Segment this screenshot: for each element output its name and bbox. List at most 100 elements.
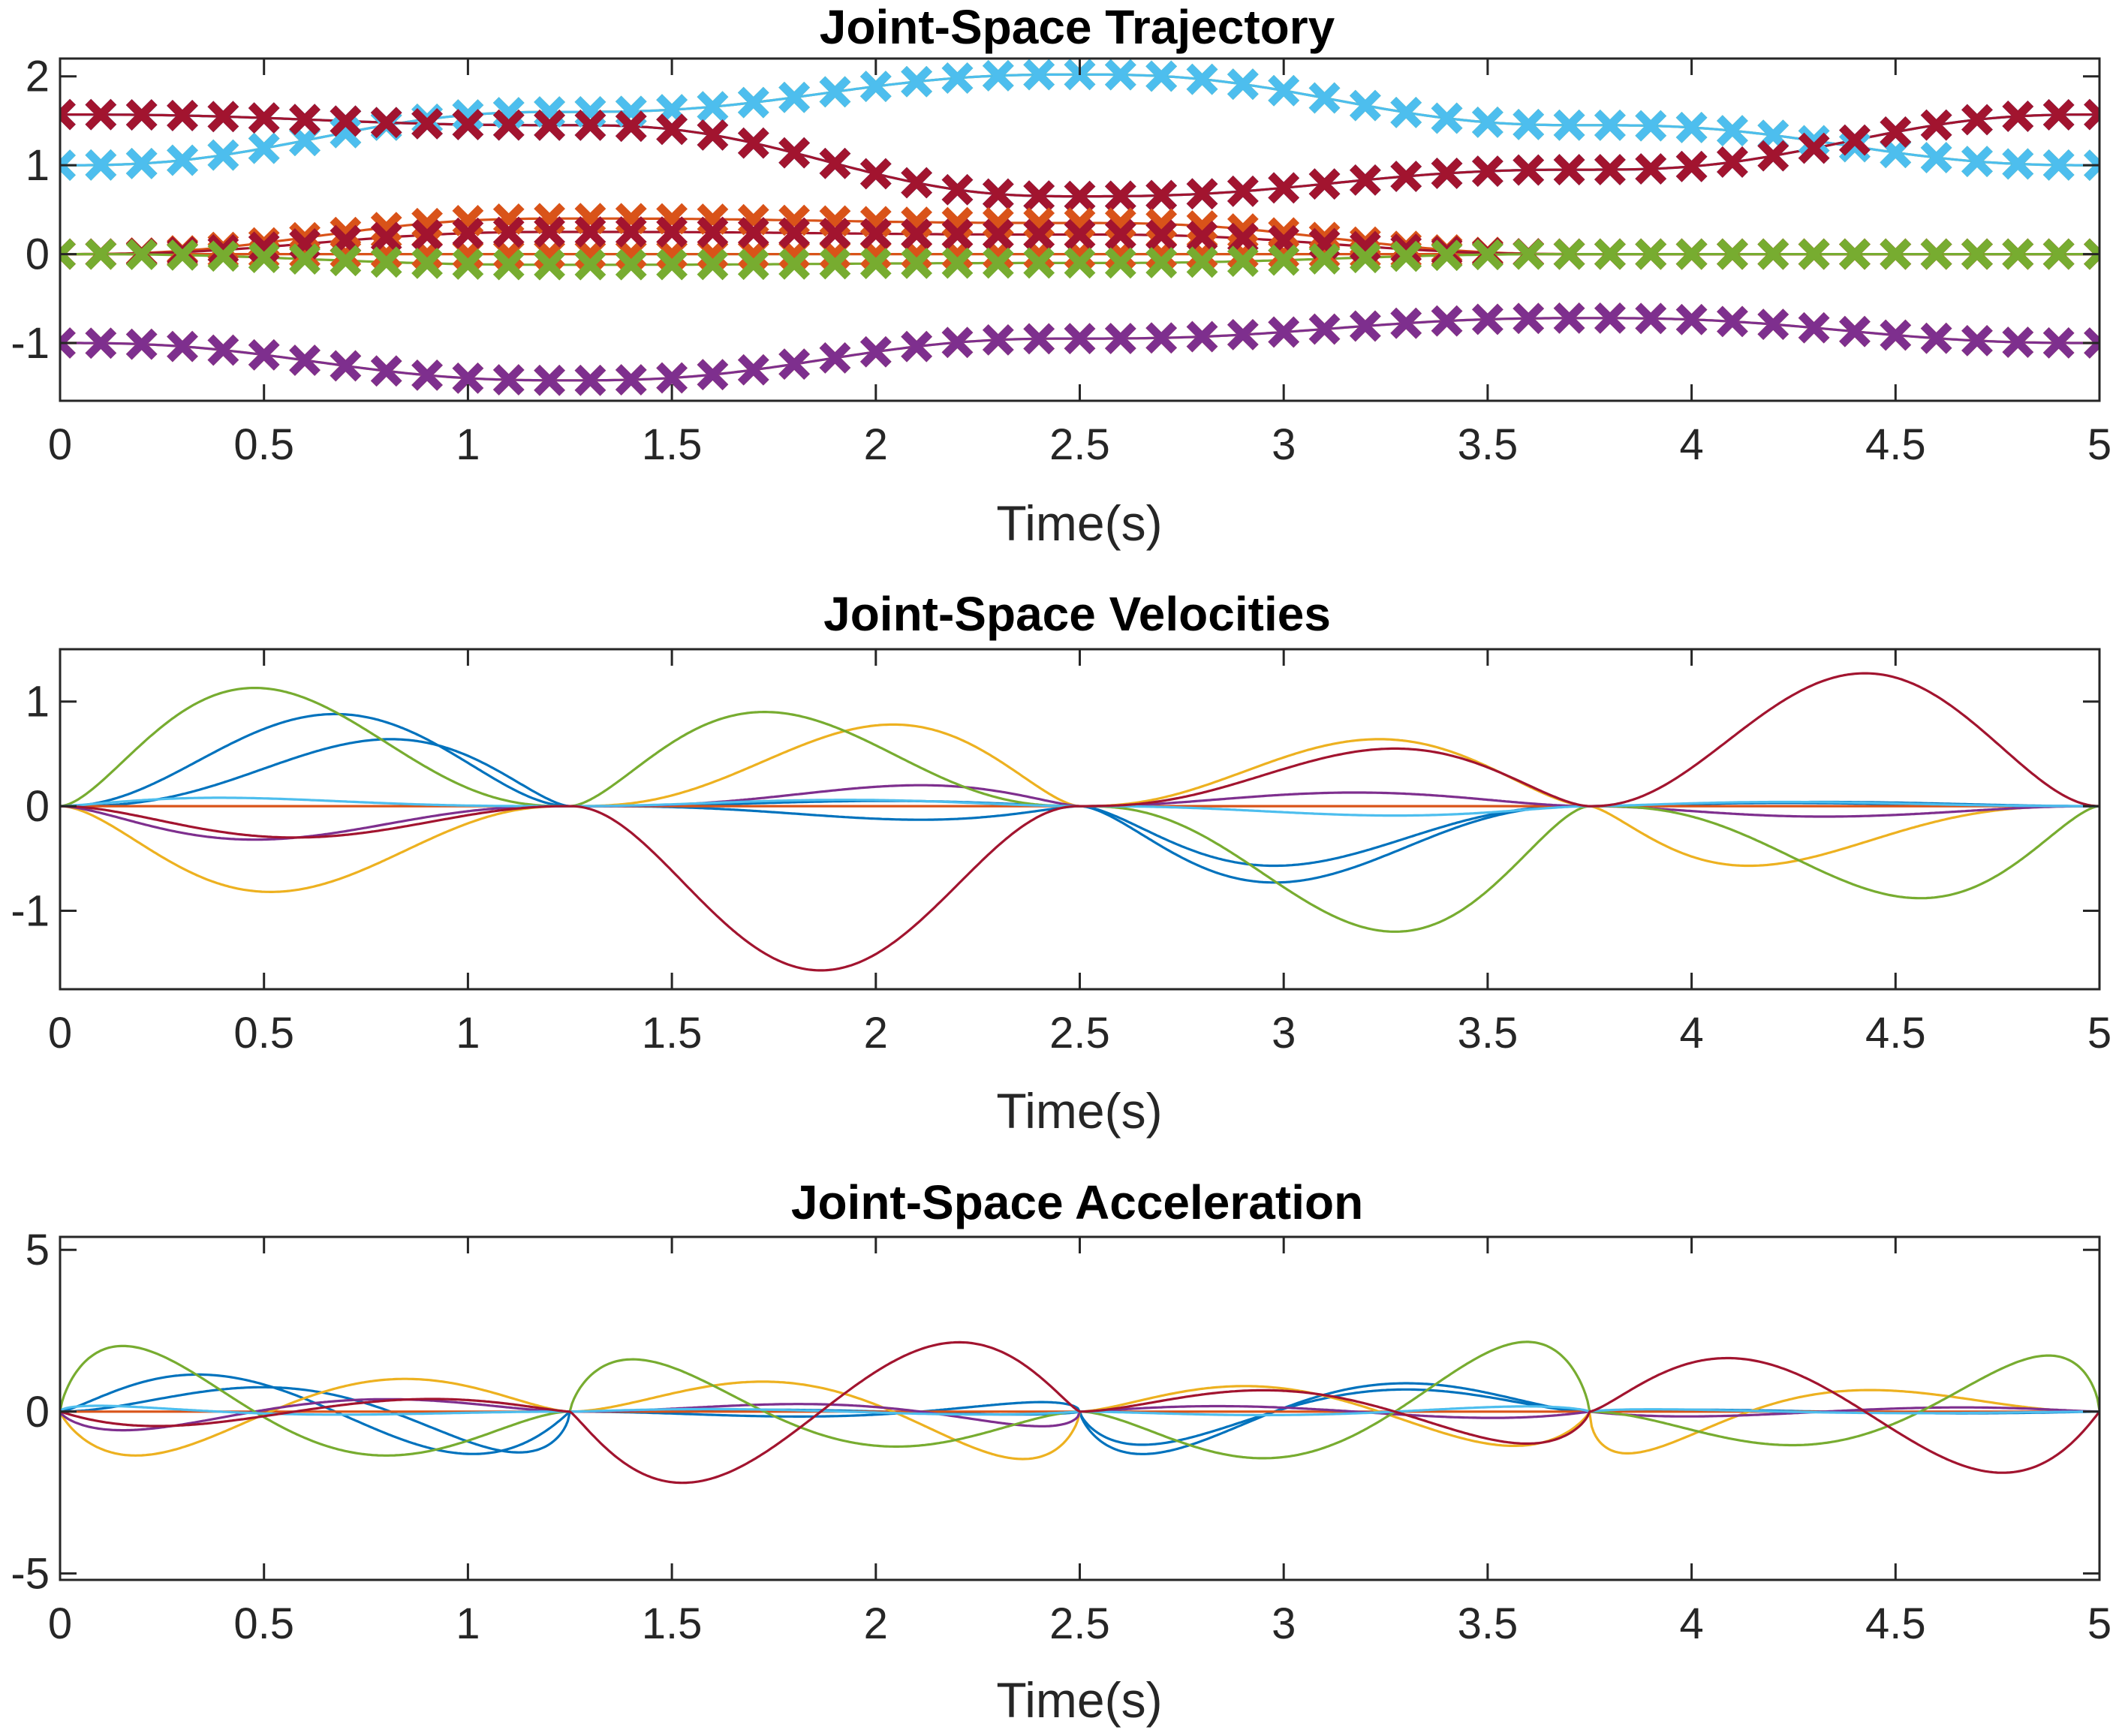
waypoint-marker	[1757, 238, 1789, 270]
waypoint-marker	[1023, 180, 1055, 212]
x-tick-label: 2	[864, 420, 888, 469]
waypoint-marker	[60, 238, 76, 270]
waypoint-marker	[859, 71, 892, 103]
waypoint-marker	[167, 239, 198, 271]
waypoint-marker	[370, 355, 402, 387]
series-line	[60, 723, 2099, 893]
waypoint-marker	[1227, 319, 1259, 351]
waypoint-marker	[125, 328, 158, 360]
waypoint-marker	[452, 99, 484, 131]
series-line	[60, 1340, 2099, 1485]
waypoint-marker	[982, 178, 1014, 210]
waypoint-marker	[452, 109, 484, 140]
waypoint-marker	[2042, 326, 2075, 359]
waypoint-marker	[1023, 247, 1055, 279]
waypoint-marker	[941, 326, 974, 359]
waypoint-marker	[411, 219, 443, 251]
x-tick-label: 0	[48, 1599, 72, 1648]
waypoint-marker	[125, 147, 158, 179]
waypoint-marker	[1635, 238, 1667, 270]
waypoint-marker	[1553, 302, 1585, 334]
waypoint-marker	[1145, 247, 1178, 278]
trajectory-panel: Joint-Space Trajectory 0 0.5 1 1.5 2 2.5 3 3.5 4…	[11, 0, 2111, 551]
waypoint-marker	[1512, 302, 1545, 335]
waypoint-marker	[1635, 153, 1667, 185]
waypoint-marker	[2002, 148, 2034, 180]
waypoint-marker	[1227, 175, 1259, 207]
waypoint-marker	[85, 238, 117, 270]
acceleration-xlabel: Time(s)	[996, 1672, 1162, 1728]
waypoint-marker	[737, 248, 769, 281]
waypoint-marker	[492, 364, 525, 396]
waypoint-marker	[1920, 109, 1952, 141]
waypoint-marker	[248, 231, 280, 263]
waypoint-marker	[1349, 164, 1381, 196]
waypoint-marker	[737, 354, 769, 386]
waypoint-marker	[697, 119, 729, 151]
x-tick-label: 3.5	[1458, 420, 1519, 469]
waypoint-marker	[2002, 101, 2034, 132]
waypoint-marker	[778, 348, 811, 381]
waypoint-marker	[778, 137, 811, 169]
waypoint-marker	[1635, 302, 1667, 335]
waypoint-marker	[656, 248, 688, 281]
waypoint-marker	[167, 144, 198, 176]
y-tick-label: 2	[26, 53, 50, 101]
waypoint-marker	[370, 221, 402, 254]
waypoint-marker	[411, 247, 443, 279]
waypoint-marker	[2084, 238, 2099, 270]
waypoint-marker	[2042, 99, 2075, 131]
waypoint-marker	[492, 109, 525, 141]
waypoint-marker	[289, 104, 321, 136]
waypoint-marker	[1757, 308, 1789, 341]
waypoint-marker	[492, 216, 525, 248]
waypoint-marker	[1920, 322, 1952, 354]
waypoint-marker	[1064, 323, 1096, 354]
x-tick-label: 2	[864, 1599, 888, 1648]
waypoint-marker	[656, 362, 688, 394]
waypoint-marker	[1349, 242, 1381, 274]
series-line	[60, 317, 2099, 382]
waypoint-marker	[1390, 307, 1422, 339]
waypoint-marker	[248, 338, 280, 371]
waypoint-marker	[737, 127, 769, 159]
waypoint-marker	[167, 100, 198, 131]
x-tick-label: 1	[456, 1009, 480, 1058]
waypoint-marker	[2042, 149, 2075, 181]
x-tick-label: 2.5	[1049, 1009, 1110, 1058]
x-tick-label: 0.5	[233, 1599, 294, 1648]
x-tick-label: 0	[48, 1009, 72, 1058]
trajectory-plot-area: 0 0.5 1 1.5 2 2.5 3 3.5 4 4.5 5 -1 0 1 2	[11, 53, 2111, 469]
x-tick-label: 4.5	[1865, 1009, 1926, 1058]
waypoint-marker	[859, 248, 892, 280]
waypoint-marker	[1186, 320, 1218, 353]
waypoint-marker	[452, 362, 484, 394]
y-tick-label: -5	[11, 1549, 50, 1598]
series-line	[60, 317, 2099, 382]
series-line	[60, 1377, 2099, 1461]
waypoint-marker	[534, 109, 565, 141]
waypoint-marker	[1145, 322, 1178, 354]
waypoint-marker	[1472, 155, 1503, 187]
x-tick-label: 5	[2087, 420, 2111, 469]
waypoint-marker	[1472, 107, 1503, 138]
waypoint-marker	[60, 98, 76, 131]
waypoint-marker	[982, 218, 1014, 251]
waypoint-marker	[1308, 313, 1341, 345]
waypoint-marker	[1227, 222, 1259, 254]
trajectory-title: Joint-Space Trajectory	[820, 0, 1335, 54]
waypoint-marker	[534, 216, 565, 248]
x-tick-label: 4.5	[1865, 420, 1926, 469]
waypoint-marker	[207, 234, 239, 266]
waypoint-marker	[1023, 59, 1055, 91]
velocity-panel: Joint-Space Velocities 0 0.5 1 1.5 2 2.5 3 3.5 4…	[11, 587, 2111, 1139]
waypoint-marker	[982, 247, 1014, 279]
waypoint-marker	[248, 242, 280, 273]
waypoint-marker	[1349, 89, 1381, 122]
x-tick-label: 0.5	[233, 1009, 294, 1058]
waypoint-marker	[859, 218, 892, 250]
acceleration-plot-area: 0 0.5 1 1.5 2 2.5 3 3.5 4 4.5 5-505	[11, 1226, 2111, 1648]
x-tick-label: 3.5	[1458, 1599, 1519, 1648]
waypoint-marker	[1023, 218, 1055, 251]
waypoint-marker	[125, 99, 158, 131]
